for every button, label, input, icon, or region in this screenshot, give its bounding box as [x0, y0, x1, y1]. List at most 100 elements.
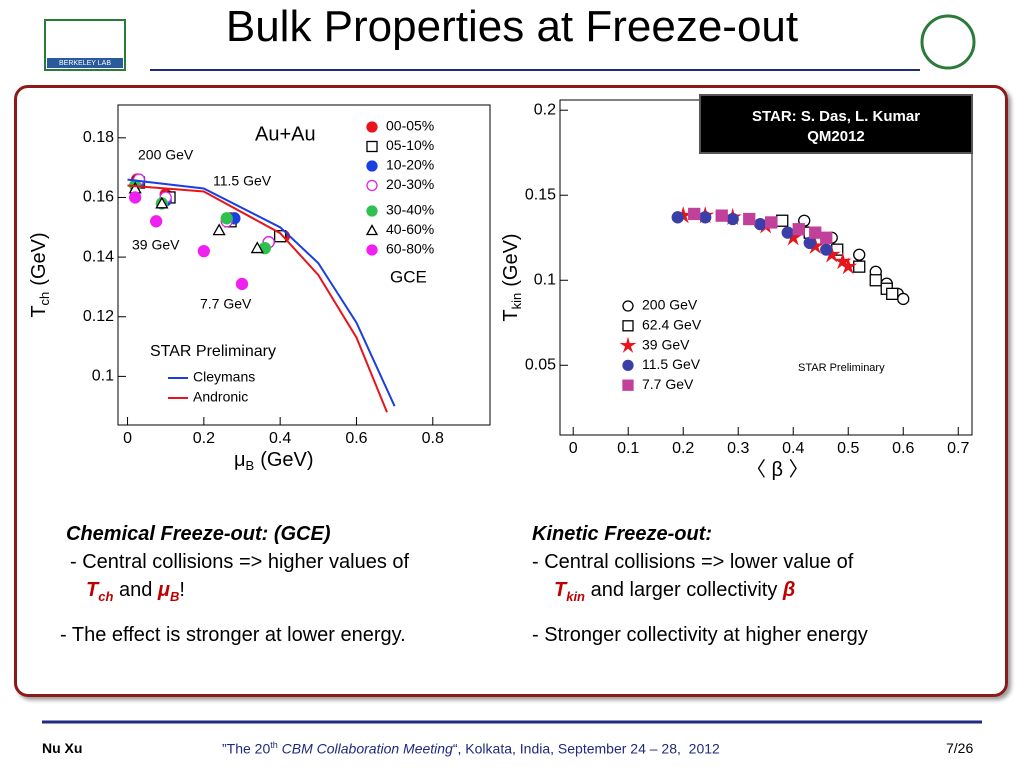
- data-point: [886, 287, 899, 301]
- text: CBM Collaboration Meeting: [277, 740, 453, 757]
- bullet-cont: Tkin and larger collectivity β: [532, 576, 868, 611]
- data-point: [839, 257, 858, 275]
- y-tick-label: 0.05: [525, 356, 556, 373]
- legend-label: 00-05%: [386, 118, 434, 134]
- left-text: Chemical Freeze-out: (GCE) - Central col…: [60, 520, 409, 649]
- data-point: [897, 292, 910, 306]
- legend-label: 200 GeV: [642, 297, 698, 313]
- logo-band: [47, 58, 123, 68]
- x-tick-label: 0.6: [345, 430, 367, 447]
- symbol: T: [86, 579, 99, 601]
- text: and larger collectivity: [585, 579, 783, 601]
- annotation: 200 GeV: [138, 147, 194, 163]
- legend-marker: [366, 244, 378, 256]
- legend-label: 05-10%: [386, 137, 434, 153]
- data-point: [699, 211, 712, 224]
- legend-marker: [366, 205, 378, 217]
- legend-marker: [622, 300, 634, 312]
- label-main: T: [28, 305, 50, 317]
- legend-label: 10-20%: [386, 157, 434, 173]
- legend-label: 60-80%: [386, 241, 434, 257]
- annotation: STAR Preliminary: [798, 362, 885, 374]
- x-tick-label: 0.4: [782, 440, 804, 457]
- slide-title: Bulk Properties at Freeze-out: [225, 2, 799, 51]
- legend-label: 39 GeV: [642, 336, 690, 352]
- data-point: [212, 223, 226, 236]
- text: ”The 20: [222, 740, 271, 757]
- x-axis-label: 〈 β 〉: [746, 459, 809, 481]
- y-tick-label: 0.2: [534, 101, 556, 118]
- label-main: μ: [234, 449, 246, 471]
- right-text: Kinetic Freeze-out: - Central collisions…: [532, 520, 868, 649]
- data-point: [809, 226, 822, 239]
- legend-label: 62.4 GeV: [642, 317, 702, 333]
- footer-meeting: ”The 20th CBM Collaboration Meeting“, Ko…: [222, 740, 720, 757]
- legend-marker: [366, 140, 378, 153]
- y-tick-label: 0.15: [525, 186, 556, 203]
- text-sup: th: [270, 740, 278, 750]
- data-point: [129, 191, 142, 204]
- x-tick-label: 0.7: [947, 440, 969, 457]
- data-point: [688, 207, 701, 221]
- label-unit: (GeV): [500, 233, 522, 286]
- annotation: 39 GeV: [132, 237, 180, 253]
- plot-area: [559, 99, 973, 436]
- heading: Chemical Freeze-out: (GCE): [66, 523, 331, 545]
- legend-marker: [622, 379, 634, 391]
- footer-author: Nu Xu: [42, 740, 83, 756]
- data-point: [220, 212, 233, 225]
- symbol-sub: ch: [98, 589, 114, 604]
- annotation: 11.5 GeV: [213, 173, 272, 189]
- legend-label: Cleymans: [193, 369, 255, 385]
- symbol: μ: [157, 579, 170, 601]
- bullet: - Central collisions => higher values of: [66, 548, 409, 576]
- legend-marker: [366, 160, 378, 172]
- legend-label: 20-30%: [386, 176, 434, 192]
- data-point: [274, 230, 287, 243]
- y-tick-label: 0.14: [83, 248, 114, 265]
- label-sub: B: [246, 458, 255, 473]
- reference-box: [699, 94, 973, 154]
- content-frame: [14, 85, 1008, 697]
- data-point: [671, 211, 684, 224]
- data-point: [792, 223, 805, 236]
- legend-marker: [619, 336, 637, 353]
- bullet: - Stronger collectivity at higher energy: [532, 624, 868, 646]
- bullet: - The effect is stronger at lower energy…: [60, 624, 406, 646]
- logo-left: [44, 19, 126, 71]
- label-main: T: [500, 309, 522, 321]
- annotation: STAR: S. Das, L. Kumar: [752, 108, 920, 125]
- y-axis-label: Tch (GeV): [28, 232, 52, 317]
- label-unit: (GeV): [260, 449, 313, 471]
- data-point: [726, 212, 739, 226]
- x-tick-label: 0: [569, 440, 578, 457]
- x-tick-label: 0.4: [269, 430, 291, 447]
- legend-marker: [622, 320, 634, 332]
- symbol: β: [782, 579, 796, 601]
- text: !: [179, 579, 185, 601]
- legend-marker: [365, 224, 379, 236]
- y-tick-label: 0.16: [83, 189, 114, 206]
- data-point: [776, 214, 789, 227]
- bullet: - Central collisions => lower value of: [532, 548, 868, 576]
- curve: [127, 184, 388, 413]
- data-point: [781, 226, 794, 239]
- label-sub: kin: [509, 293, 524, 310]
- data-point: [820, 243, 833, 256]
- bullet-cont: Tch and μB!: [66, 576, 409, 611]
- x-tick-label: 0.1: [617, 440, 639, 457]
- x-axis-label: μB (GeV): [234, 449, 314, 473]
- legend-label: 30-40%: [386, 202, 434, 218]
- label-main: 〈 β 〉: [746, 459, 809, 481]
- legend-label: Andronic: [193, 389, 248, 405]
- plot-area: [117, 104, 491, 426]
- data-point: [150, 215, 163, 228]
- logo-text: BERKELEY LAB: [59, 60, 111, 67]
- y-tick-label: 0.12: [83, 308, 114, 325]
- data-point: [853, 260, 866, 273]
- y-tick-label: 0.18: [83, 129, 114, 146]
- annotation: QM2012: [807, 128, 865, 145]
- data-point: [754, 217, 767, 231]
- x-tick-label: 0.3: [727, 440, 749, 457]
